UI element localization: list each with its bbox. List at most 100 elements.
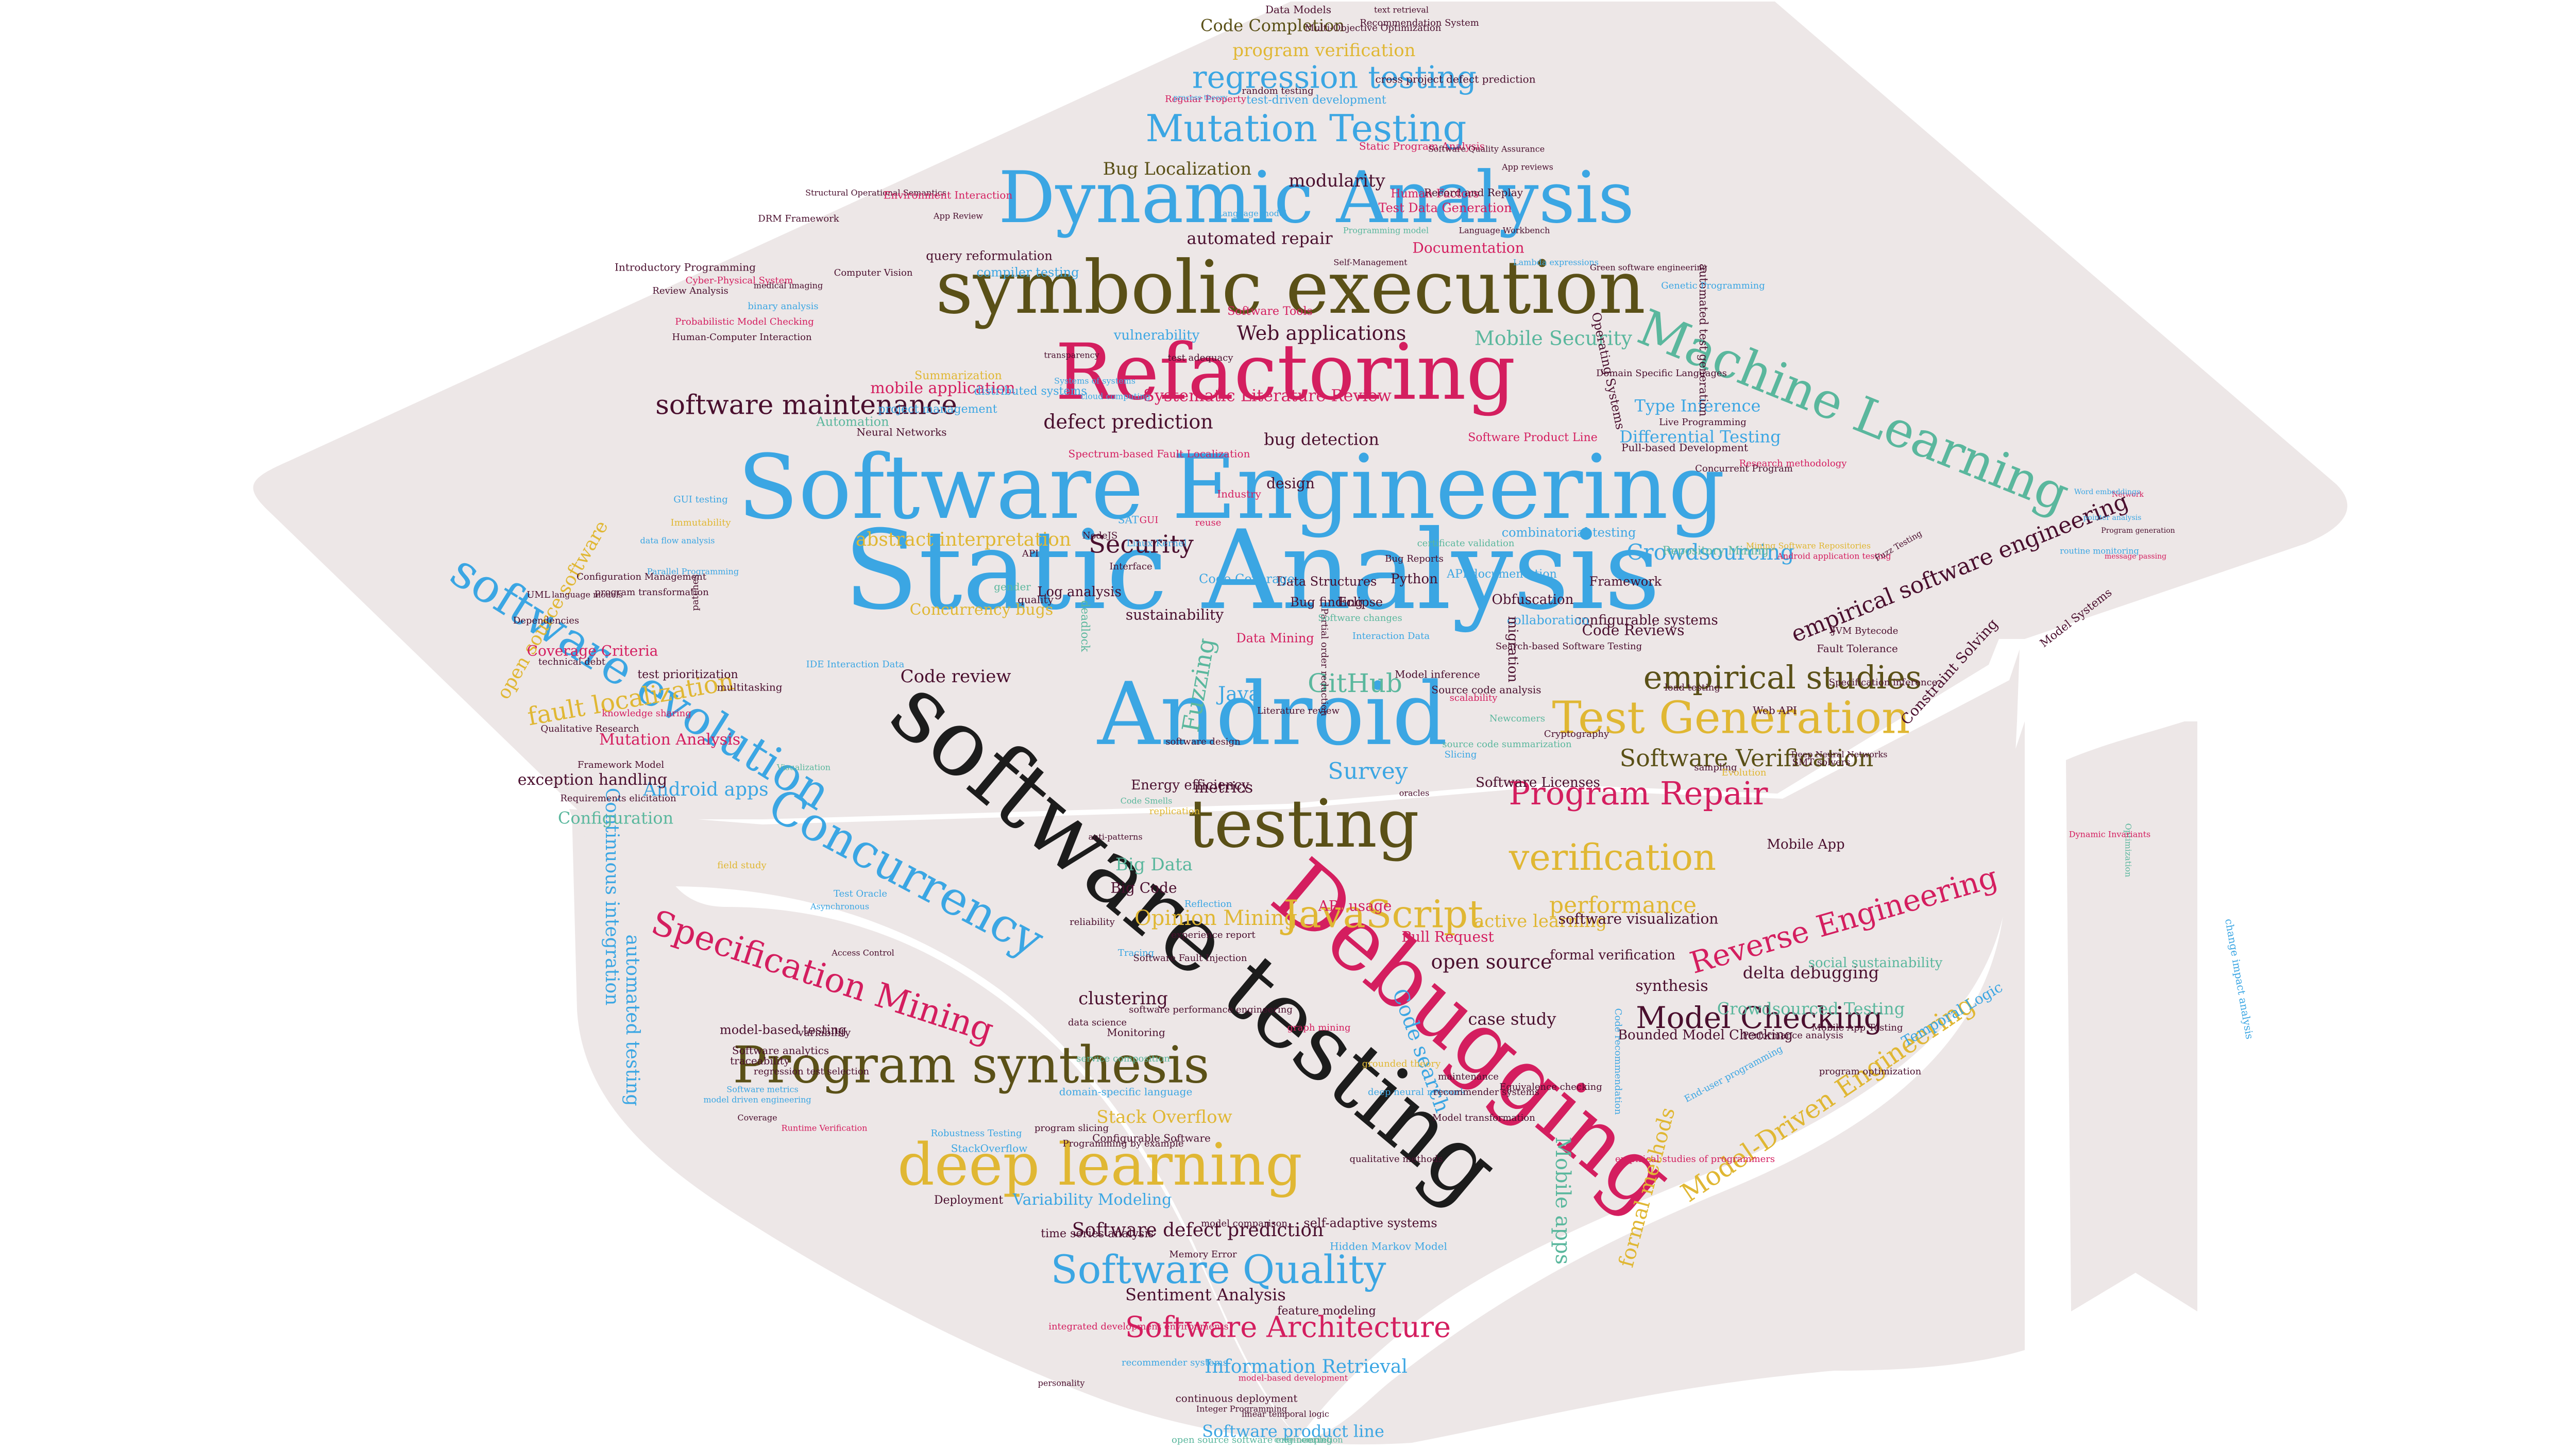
word-cloud-term: linear temporal logic xyxy=(1242,1409,1329,1419)
word-cloud-term: Web applications xyxy=(1237,322,1406,345)
word-cloud-term: Software defect prediction xyxy=(1072,1220,1324,1241)
word-cloud-term: Live Programming xyxy=(1659,417,1747,428)
word-cloud-term: software performance engineering xyxy=(1129,1004,1293,1015)
word-cloud-term: Web API xyxy=(1753,704,1797,717)
word-cloud-term: collaboration xyxy=(1507,613,1589,628)
word-cloud-term: Programming model xyxy=(1343,226,1429,235)
word-cloud-term: active learning xyxy=(1474,911,1607,932)
word-cloud-term: GitHub xyxy=(1308,668,1402,698)
word-cloud-term: Programming by example xyxy=(1062,1138,1183,1149)
word-cloud-term: Test Data Generation xyxy=(1378,201,1512,215)
word-cloud-term: abstract interpretation xyxy=(856,529,1071,550)
word-cloud-term: Dynamic Analysis xyxy=(998,156,1635,239)
word-cloud-term: IDE Interaction Data xyxy=(806,659,905,670)
word-cloud-term: Coverage Criteria xyxy=(527,643,658,660)
word-cloud-term: Search-based Software Testing xyxy=(1496,641,1642,652)
word-cloud-term: Deep Neural Networks xyxy=(1791,750,1887,760)
word-cloud-term: anti-patterns xyxy=(1088,832,1142,842)
word-cloud-term: knowledge sharing xyxy=(602,708,691,719)
word-cloud-term: Genetic Programming xyxy=(1661,280,1765,291)
word-cloud-term: metrics xyxy=(1194,779,1253,797)
word-cloud-term: Word embeddings xyxy=(2074,488,2140,496)
word-cloud-term: vulnerability xyxy=(1113,328,1200,343)
word-cloud-term: Self-Management xyxy=(1333,258,1408,267)
word-cloud-term: field study xyxy=(717,860,767,871)
word-cloud-term: design xyxy=(1266,475,1315,492)
word-cloud-term: source code summarization xyxy=(1442,739,1572,750)
word-cloud-term: Code recommendation xyxy=(1613,1008,1623,1115)
word-cloud-term: scalability xyxy=(1450,693,1498,703)
word-cloud-term: Data Mining xyxy=(1236,631,1314,646)
word-cloud-term: program transformation xyxy=(595,587,709,598)
word-cloud-term: Mutation Testing xyxy=(1146,107,1467,150)
word-cloud-term: Code Reviews xyxy=(1582,622,1684,639)
word-cloud-term: grounded theory xyxy=(1362,1058,1441,1069)
word-cloud-term: Configurable Software xyxy=(1092,1132,1211,1144)
word-cloud-term: Refactoring xyxy=(1055,328,1516,417)
word-cloud-term: Optimization xyxy=(2124,823,2133,878)
word-cloud-term: automated repair xyxy=(1187,229,1333,248)
word-cloud-term: technical debt xyxy=(538,656,606,667)
word-cloud-term: Test Oracle xyxy=(834,888,887,899)
word-cloud-term: performance xyxy=(1549,892,1697,919)
word-cloud-term: Log analysis xyxy=(1037,584,1122,600)
word-cloud-term: App reviews xyxy=(1501,162,1553,172)
cap-band xyxy=(569,649,2020,1438)
word-cloud-term: Software changes xyxy=(1318,613,1402,624)
word-cloud-term: Type Inference xyxy=(1635,396,1761,416)
word-cloud-term: Language Workbench xyxy=(1459,226,1550,235)
word-cloud-term: Systems of systems xyxy=(1054,376,1136,386)
word-cloud-term: Code Completion xyxy=(1200,16,1345,36)
word-cloud-term: Obfuscation xyxy=(1492,592,1574,608)
word-cloud-term: Dependencies xyxy=(513,615,579,626)
word-cloud-term: certificate validation xyxy=(1417,538,1515,549)
word-cloud-term: recommender systems xyxy=(1122,1357,1228,1368)
word-cloud-term: Static Analysis xyxy=(844,507,1660,634)
word-cloud-term: Program generation xyxy=(2101,527,2175,535)
word-cloud-term: Software Engineering xyxy=(738,435,1725,539)
word-cloud-term: Mobile Security xyxy=(1475,327,1633,350)
word-cloud-term: Integer Programming xyxy=(1196,1404,1287,1414)
word-cloud-term: binary analysis xyxy=(748,301,818,312)
word-cloud-term: Software analytics xyxy=(732,1044,829,1057)
word-cloud-term: formal verification xyxy=(1550,948,1675,963)
word-cloud-term: qualitative methods xyxy=(1349,1154,1443,1165)
word-cloud-term: combinatorial testing xyxy=(1502,526,1636,540)
word-cloud-term: delta debugging xyxy=(1743,963,1879,983)
word-cloud-term: Domain Specific Languages xyxy=(1596,368,1727,379)
word-cloud-term: migration xyxy=(1505,616,1520,683)
word-cloud-term: Access Control xyxy=(831,948,894,958)
word-cloud-term: Summarization xyxy=(914,369,1002,382)
word-cloud-term: verification xyxy=(1509,836,1716,879)
cap-skirt xyxy=(572,721,2025,1445)
word-cloud-term: Code Smells xyxy=(1121,796,1173,806)
word-cloud-term: Network xyxy=(2112,491,2144,499)
word-cloud-term: Software metrics xyxy=(726,1085,798,1094)
word-cloud-term: random testing xyxy=(1242,86,1313,96)
word-cloud-term: Program Repair xyxy=(1509,774,1768,812)
word-cloud-term: Survey xyxy=(1328,759,1408,785)
word-cloud-term: Bounded Model Checking xyxy=(1618,1027,1793,1043)
word-cloud-term: recommender systems xyxy=(1433,1087,1539,1098)
word-cloud-term: JavaScript xyxy=(1280,892,1483,936)
word-cloud-term: Partial order reduction xyxy=(1319,608,1330,716)
word-cloud-term: Monitoring xyxy=(1107,1026,1165,1039)
word-cloud-term: Tracing xyxy=(1118,948,1154,958)
word-cloud-term: software visualization xyxy=(1558,911,1719,928)
word-cloud-term: data science xyxy=(1068,1017,1127,1028)
word-cloud-term: Human-Computer Interaction xyxy=(672,332,812,343)
word-cloud-term: traceability xyxy=(730,1055,790,1067)
word-cloud-term: Android xyxy=(1097,664,1448,765)
word-cloud-term: Bug Reports xyxy=(1385,553,1444,564)
word-cloud-term: Framework xyxy=(1589,575,1662,589)
word-cloud-term: Deployment xyxy=(934,1194,1004,1207)
word-cloud-term: Source code analysis xyxy=(1431,684,1541,696)
word-cloud-term: personality xyxy=(1038,1378,1085,1388)
word-cloud-term: Software Licenses xyxy=(1476,775,1600,790)
word-cloud-term: time series analysis xyxy=(1041,1227,1154,1240)
word-cloud-term: test adequacy xyxy=(1167,352,1233,363)
word-cloud-term: change impact analysis xyxy=(2223,918,2256,1040)
word-cloud-term: bug detection xyxy=(1264,430,1379,449)
word-cloud-term: Spectrum-based Fault Localization xyxy=(1069,448,1250,460)
word-cloud-term: Mutation Analysis xyxy=(599,731,740,749)
